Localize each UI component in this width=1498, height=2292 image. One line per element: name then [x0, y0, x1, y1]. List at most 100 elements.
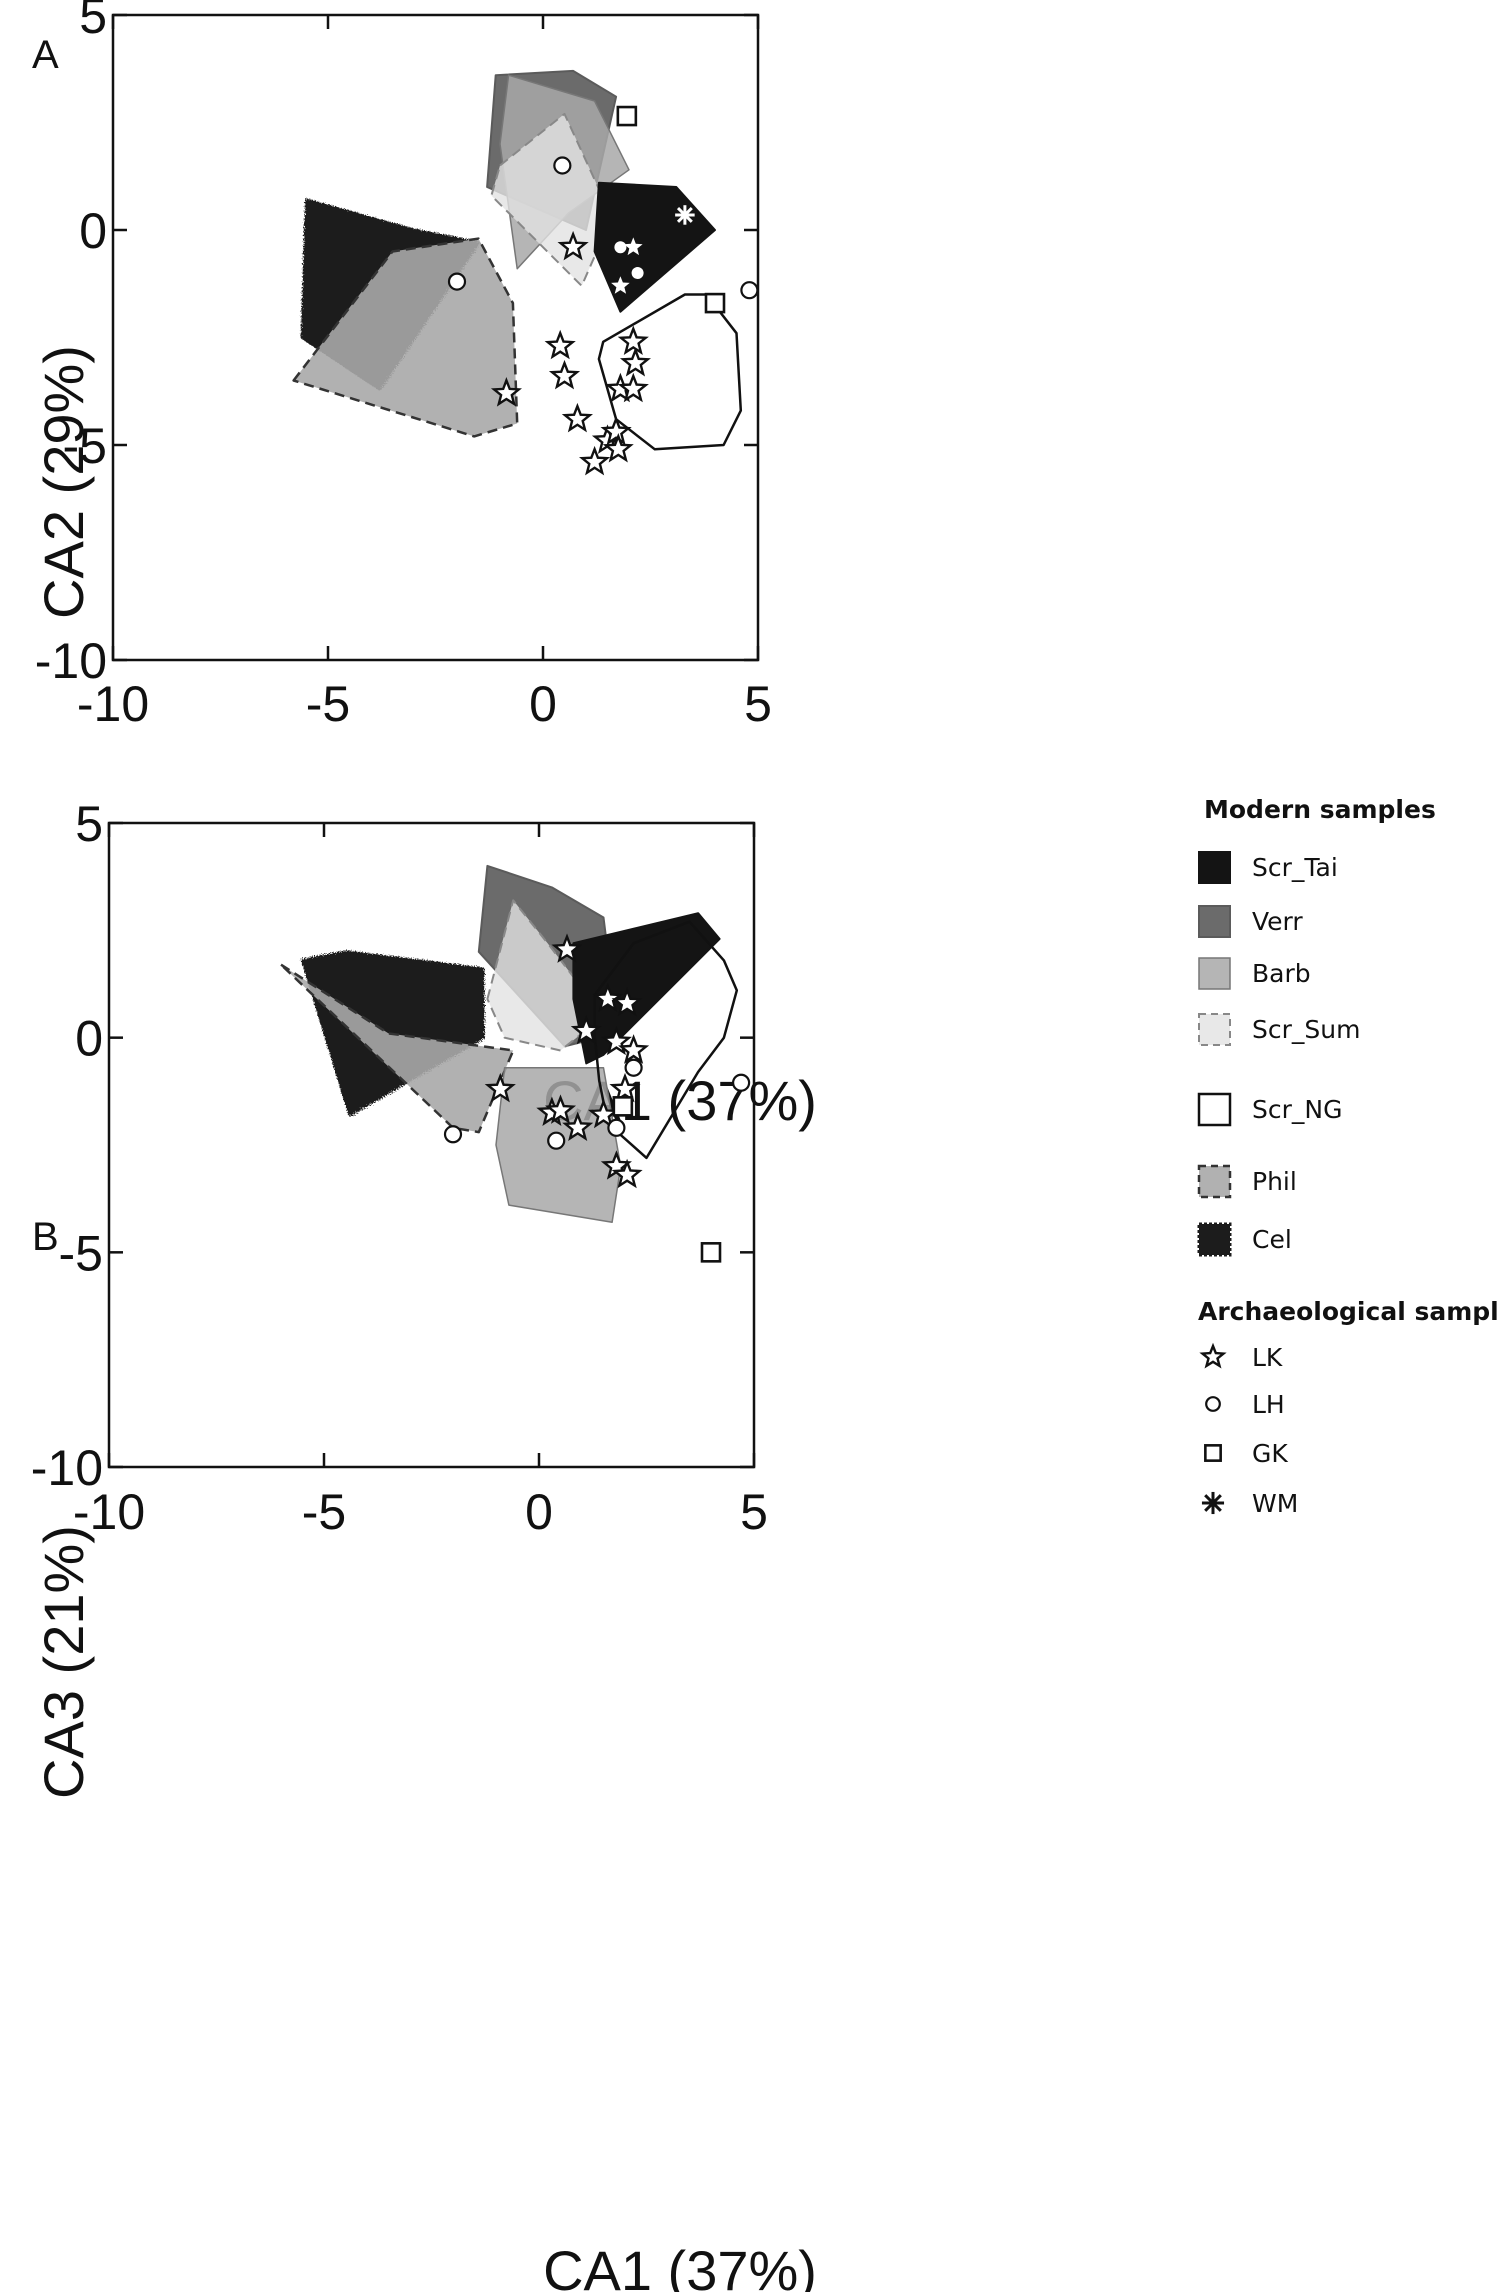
gk-marker [704, 292, 726, 314]
legend-label-scr-tai: Scr_Tai [1252, 853, 1338, 882]
legend-swatch-phil [1197, 1164, 1232, 1199]
legend-label-gk: GK [1252, 1439, 1288, 1468]
legend-label-barb: Barb [1252, 959, 1311, 988]
panel-b-ylabel: CA3 (21%) [32, 1525, 95, 1799]
lk-marker [617, 325, 649, 355]
lh-marker [624, 1058, 643, 1077]
lk-marker [592, 982, 624, 1013]
panel-a: A CA1 (37%) CA2 (29%) -10 -5 0 5-10-505 [32, 0, 817, 1132]
x-tick-label: 5 [744, 676, 772, 732]
x-tick-label: -5 [302, 1484, 346, 1540]
lh-marker [553, 156, 572, 175]
lk-marker [579, 445, 611, 476]
legend-label-scr-sum: Scr_Sum [1252, 1015, 1360, 1044]
x-tick-label: -10 [73, 1484, 145, 1540]
panel-b-label: B [32, 1215, 59, 1259]
lk-marker [609, 1072, 641, 1103]
lk-marker [611, 986, 643, 1017]
legend-swatch-scr-ng [1197, 1092, 1232, 1127]
lk-marker [602, 432, 634, 463]
y-tick-label: -5 [63, 418, 107, 474]
legend-label-phil: Phil [1252, 1167, 1297, 1196]
panel-b: B CA1 (37%) CA3 (21%) -10 -5 0 5 -10 -5 0 5 [31, 796, 817, 2292]
panel-b-xlabel: CA1 (37%) [543, 2239, 817, 2292]
wm-marker [675, 205, 695, 225]
legend-label-verr: Verr [1252, 907, 1303, 936]
lk-marker [611, 1158, 643, 1189]
lh-marker [447, 272, 467, 291]
lh-marker [731, 1073, 751, 1092]
lk-marker [557, 230, 589, 261]
legend-swatch-barb [1198, 957, 1231, 990]
lk-marker [619, 346, 651, 377]
lk-marker [544, 329, 576, 360]
x-tick-label: 0 [529, 676, 557, 732]
wm-marker [671, 1021, 691, 1041]
legend-label-cel: Cel [1252, 1225, 1292, 1254]
axis-ticks: -10 -5 0 5 -10 -5 0 5 [35, 0, 772, 732]
panel-a-ylabel: CA2 (29%) [32, 345, 95, 619]
x-tick-label: 5 [740, 1484, 768, 1540]
legend-modern-title: Modern samples [1204, 795, 1436, 824]
plot-frame [107, 821, 756, 1469]
lk-marker [490, 377, 522, 407]
lk-marker [611, 276, 630, 294]
wm-marker [1201, 1491, 1225, 1515]
legend-label-scr-ng: Scr_NG [1252, 1095, 1342, 1124]
lk-marker [484, 1072, 516, 1103]
legend-label-lk: LK [1252, 1343, 1283, 1372]
legend: Modern samples Archaeological samples Sc… [1197, 795, 1498, 1518]
y-tick-label: 0 [75, 1011, 103, 1067]
y-tick-label: -10 [35, 633, 107, 689]
legend-swatch-cel [1197, 1222, 1232, 1257]
legend-swatch-verr [1198, 905, 1231, 938]
lh-marker [607, 1118, 626, 1137]
lh-marker [614, 241, 627, 254]
gk-marker [1204, 1444, 1222, 1462]
data-points [447, 105, 759, 476]
legend-label-lh: LH [1252, 1390, 1285, 1419]
legend-swatch-scr-sum [1198, 1013, 1231, 1046]
legend-label-wm: WM [1252, 1489, 1298, 1518]
lk-marker [618, 1034, 650, 1064]
y-tick-label: -10 [31, 1440, 103, 1496]
axis-ticks: -10 -5 0 5 -10 -5 0 5 [31, 796, 768, 1540]
hull-scr-ng [593, 920, 739, 1160]
lh-marker [740, 281, 759, 300]
x-tick-label: 0 [525, 1484, 553, 1540]
gk-marker [700, 1242, 722, 1263]
hulls [292, 69, 743, 451]
lk-marker [617, 372, 649, 403]
lk-marker [600, 415, 632, 446]
lk-marker [562, 1111, 594, 1141]
legend-archaeological-title: Archaeological samples [1198, 1297, 1498, 1326]
lk-marker [544, 1094, 577, 1124]
legend-swatch-scr-tai [1198, 851, 1231, 884]
plot-frame [111, 13, 760, 662]
hull-scr-tai [572, 912, 721, 1065]
lk-marker [600, 1025, 632, 1056]
y-tick-label: 5 [79, 0, 107, 44]
lk-marker [551, 933, 583, 963]
y-tick-label: 5 [75, 796, 103, 852]
lh-marker [1205, 1396, 1221, 1412]
lk-marker [548, 359, 581, 390]
hull-scr-tai [593, 181, 716, 313]
lk-marker [1199, 1342, 1227, 1369]
lh-marker [547, 1131, 566, 1150]
lk-marker [561, 402, 593, 433]
x-tick-label: -10 [77, 676, 149, 732]
y-tick-label: 0 [79, 203, 107, 259]
hulls [279, 864, 739, 1224]
y-tick-label: -5 [59, 1225, 103, 1281]
hull-scr-ng [597, 293, 743, 451]
data-points [443, 933, 751, 1263]
gk-marker [616, 105, 638, 127]
lh-marker [631, 267, 644, 279]
lh-marker [443, 1125, 463, 1144]
gk-marker [612, 1096, 634, 1117]
lk-marker [570, 1014, 602, 1045]
panel-a-label: A [32, 33, 59, 77]
lk-marker [624, 237, 643, 256]
